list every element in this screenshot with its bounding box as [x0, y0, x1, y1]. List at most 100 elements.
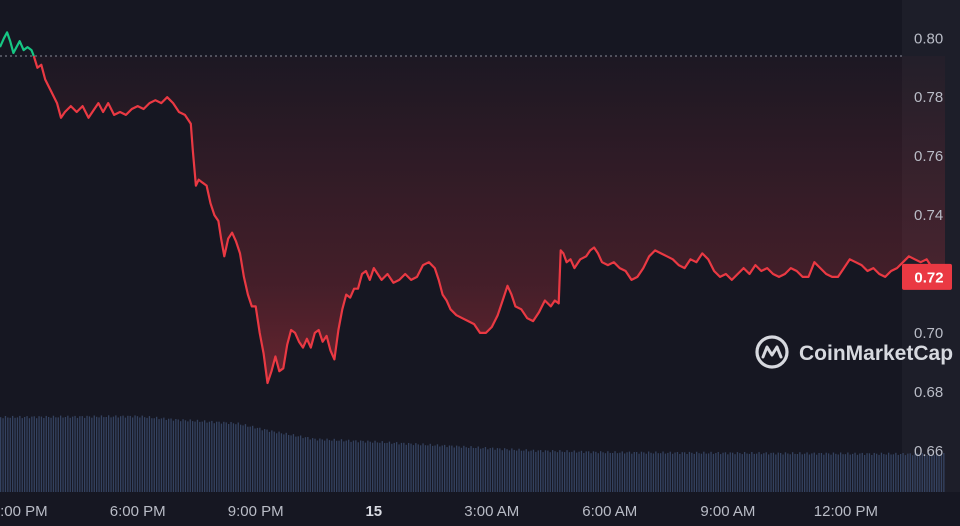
volume-bar: [45, 415, 47, 492]
volume-bar: [48, 417, 50, 492]
volume-bar: [585, 451, 587, 492]
volume-bar: [792, 452, 794, 492]
x-tick-label: 12:00 PM: [814, 503, 878, 520]
volume-bar: [655, 451, 657, 492]
volume-bar: [511, 448, 513, 492]
volume-bar: [768, 454, 770, 492]
volume-bar: [561, 451, 563, 492]
volume-bar: [285, 432, 287, 492]
volume-bar: [2, 418, 4, 492]
volume-bar: [878, 454, 880, 492]
volume-bar: [650, 452, 652, 492]
volume-bar: [664, 453, 667, 492]
volume-bar: [139, 417, 141, 492]
volume-bar: [196, 419, 199, 492]
volume-bar: [698, 453, 700, 492]
volume-bar: [693, 453, 695, 492]
volume-bar: [592, 451, 595, 492]
volume-bar: [448, 445, 451, 492]
coinmarketcap-watermark: CoinMarketCap: [799, 342, 953, 365]
volume-bar: [472, 447, 475, 492]
volume-bar: [588, 451, 590, 492]
volume-bar: [532, 449, 535, 492]
volume-bar: [674, 452, 676, 492]
volume-bar: [912, 455, 914, 492]
volume-bar: [328, 440, 331, 492]
volume-bar: [520, 450, 523, 492]
volume-bar: [434, 445, 436, 492]
volume-bar: [751, 452, 753, 492]
volume-bar: [240, 424, 242, 492]
volume-bar: [266, 429, 268, 492]
volume-bar: [662, 451, 664, 492]
volume-bar: [890, 454, 892, 492]
volume-bar: [386, 442, 388, 492]
volume-bar: [304, 437, 307, 492]
volume-bar: [679, 454, 681, 492]
volume-bar: [292, 434, 295, 492]
volume-bar: [204, 420, 206, 492]
x-tick-label: 9:00 PM: [228, 503, 284, 520]
volume-bar: [388, 441, 391, 492]
volume-bar: [657, 453, 659, 492]
volume-bar: [540, 450, 542, 492]
volume-bar: [307, 437, 309, 492]
volume-bar: [801, 454, 803, 492]
volume-bar: [228, 424, 230, 492]
volume-bar: [775, 454, 777, 492]
volume-bar: [480, 448, 482, 492]
y-tick-label: 0.76: [914, 148, 943, 165]
volume-bar: [76, 417, 79, 492]
volume-bar: [607, 451, 609, 492]
price-line-up: [0, 31, 35, 57]
volume-bar: [806, 452, 808, 492]
volume-bar: [316, 440, 319, 492]
volume-bar: [919, 455, 921, 492]
volume-bar: [280, 433, 283, 492]
volume-bar: [93, 415, 95, 492]
volume-bar: [871, 455, 873, 492]
volume-bar: [892, 454, 895, 492]
volume-bar: [907, 453, 909, 492]
y-tick-label: 0.80: [914, 30, 943, 47]
volume-bar: [595, 451, 597, 492]
volume-bar: [818, 453, 820, 492]
volume-bar: [74, 415, 76, 492]
volume-bar: [861, 452, 863, 492]
volume-bar: [914, 453, 916, 492]
volume-bar: [43, 418, 45, 492]
volume-bar: [424, 445, 427, 492]
volume-bar: [187, 421, 189, 492]
volume-bar: [830, 454, 832, 492]
volume-bar: [782, 454, 784, 492]
volume-bar: [7, 417, 9, 492]
current-price-label: 0.72: [914, 269, 943, 286]
volume-bar: [52, 415, 55, 492]
volume-bar: [487, 449, 489, 492]
volume-bar: [156, 416, 158, 492]
x-tick-label: 15: [365, 503, 382, 520]
volume-bar: [484, 447, 487, 492]
volume-bar: [88, 416, 91, 492]
volume-bar: [571, 451, 573, 492]
volume-bar: [794, 453, 796, 492]
volume-bar: [602, 452, 604, 492]
volume-bar: [223, 421, 225, 492]
coinmarketcap-logo-icon: [755, 335, 789, 369]
x-tick-label: 3:00 AM: [464, 503, 519, 520]
volume-bar: [535, 451, 537, 492]
volume-bar: [372, 442, 374, 492]
volume-bar: [796, 454, 799, 492]
volume-bar: [201, 421, 203, 492]
volume-bar: [842, 454, 844, 492]
current-price-badge: 0.72: [902, 263, 952, 290]
volume-bar: [400, 442, 403, 492]
volume-bar: [103, 417, 105, 492]
volume-bar: [859, 453, 861, 492]
volume-bar: [362, 440, 364, 492]
volume-bar: [638, 453, 640, 492]
volume-bar: [885, 454, 887, 492]
volume-bar: [453, 447, 455, 492]
volume-bar: [21, 418, 23, 492]
volume-bar: [468, 448, 470, 492]
